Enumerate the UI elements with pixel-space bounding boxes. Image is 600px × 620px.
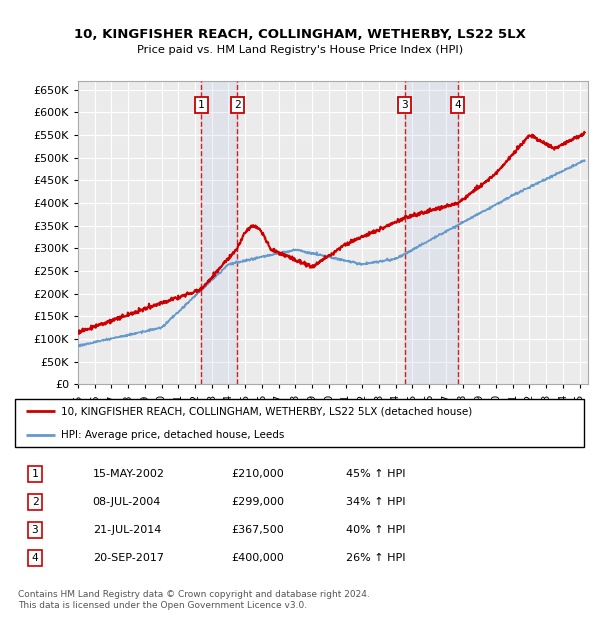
Text: 34% ↑ HPI: 34% ↑ HPI bbox=[346, 497, 406, 507]
Text: Price paid vs. HM Land Registry's House Price Index (HPI): Price paid vs. HM Land Registry's House … bbox=[137, 45, 463, 55]
Text: £210,000: £210,000 bbox=[231, 469, 284, 479]
Text: £367,500: £367,500 bbox=[231, 525, 284, 535]
Text: 20-SEP-2017: 20-SEP-2017 bbox=[92, 553, 164, 563]
Bar bbox=[201, 81, 237, 384]
Text: Contains HM Land Registry data © Crown copyright and database right 2024.
This d: Contains HM Land Registry data © Crown c… bbox=[18, 590, 370, 609]
Text: £400,000: £400,000 bbox=[231, 553, 284, 563]
Text: 2: 2 bbox=[32, 497, 38, 507]
Text: 4: 4 bbox=[32, 553, 38, 563]
Text: 1: 1 bbox=[198, 100, 205, 110]
Text: 10, KINGFISHER REACH, COLLINGHAM, WETHERBY, LS22 5LX (detached house): 10, KINGFISHER REACH, COLLINGHAM, WETHER… bbox=[61, 406, 472, 416]
Bar bbox=[405, 81, 458, 384]
Text: 45% ↑ HPI: 45% ↑ HPI bbox=[346, 469, 406, 479]
Text: 40% ↑ HPI: 40% ↑ HPI bbox=[346, 525, 406, 535]
Text: 3: 3 bbox=[401, 100, 408, 110]
Text: 2: 2 bbox=[234, 100, 241, 110]
Text: HPI: Average price, detached house, Leeds: HPI: Average price, detached house, Leed… bbox=[61, 430, 284, 440]
FancyBboxPatch shape bbox=[15, 399, 584, 448]
Text: 1: 1 bbox=[32, 469, 38, 479]
Text: 08-JUL-2004: 08-JUL-2004 bbox=[92, 497, 161, 507]
Text: 3: 3 bbox=[32, 525, 38, 535]
Text: 10, KINGFISHER REACH, COLLINGHAM, WETHERBY, LS22 5LX: 10, KINGFISHER REACH, COLLINGHAM, WETHER… bbox=[74, 28, 526, 41]
Text: £299,000: £299,000 bbox=[231, 497, 284, 507]
Text: 21-JUL-2014: 21-JUL-2014 bbox=[92, 525, 161, 535]
Text: 26% ↑ HPI: 26% ↑ HPI bbox=[346, 553, 406, 563]
Text: 15-MAY-2002: 15-MAY-2002 bbox=[92, 469, 164, 479]
Text: 4: 4 bbox=[455, 100, 461, 110]
